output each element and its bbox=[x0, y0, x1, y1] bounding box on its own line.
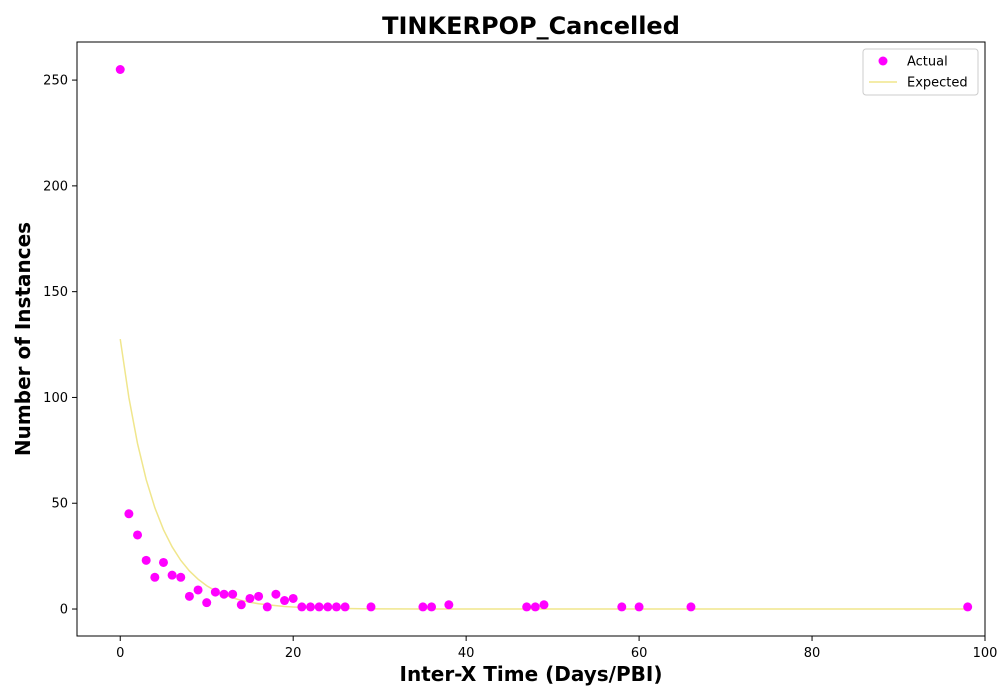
actual-data-point bbox=[193, 585, 203, 595]
actual-data-point bbox=[141, 555, 151, 565]
actual-data-point bbox=[254, 591, 264, 601]
x-tick-label: 80 bbox=[804, 646, 821, 661]
actual-data-point bbox=[150, 572, 160, 582]
x-tick-label: 20 bbox=[285, 646, 302, 661]
actual-data-point bbox=[288, 593, 298, 603]
actual-data-point bbox=[634, 602, 644, 612]
actual-data-point bbox=[530, 602, 540, 612]
x-tick-label: 100 bbox=[973, 646, 998, 661]
actual-data-point bbox=[219, 589, 229, 599]
actual-data-point bbox=[427, 602, 437, 612]
y-axis-label: Number of Instances bbox=[11, 222, 35, 456]
actual-data-point bbox=[522, 602, 532, 612]
y-tick-label: 250 bbox=[43, 74, 68, 89]
y-tick-label: 50 bbox=[51, 497, 68, 512]
actual-data-point bbox=[228, 589, 238, 599]
actual-data-point bbox=[314, 602, 324, 612]
y-axis-ticks: 0 50 100 150 200 250 bbox=[43, 74, 77, 618]
y-tick-label: 0 bbox=[60, 603, 68, 618]
x-axis-label: Inter-X Time (Days/PBI) bbox=[400, 662, 663, 686]
y-tick-label: 100 bbox=[43, 391, 68, 406]
actual-data-point bbox=[133, 530, 143, 540]
chart-title: TINKERPOP_Cancelled bbox=[382, 12, 680, 40]
actual-data-point bbox=[167, 570, 177, 580]
actual-data-point bbox=[297, 602, 307, 612]
legend-box bbox=[862, 48, 979, 96]
y-tick-label: 200 bbox=[43, 179, 68, 194]
legend-label: Actual bbox=[907, 55, 948, 70]
actual-data-point bbox=[686, 602, 696, 612]
actual-data-point bbox=[323, 602, 333, 612]
actual-data-point bbox=[245, 593, 255, 603]
x-tick-label: 0 bbox=[116, 646, 124, 661]
x-axis-ticks: 0 20 40 60 80 100 bbox=[116, 636, 997, 661]
actual-data-point bbox=[340, 602, 350, 612]
actual-data-point bbox=[444, 600, 454, 610]
actual-data-point bbox=[176, 572, 186, 582]
actual-data-point bbox=[366, 602, 376, 612]
x-tick-label: 40 bbox=[458, 646, 475, 661]
legend-label: Expected bbox=[907, 76, 968, 91]
actual-data-point bbox=[418, 602, 428, 612]
actual-data-point bbox=[202, 598, 212, 608]
x-tick-label: 60 bbox=[631, 646, 648, 661]
actual-data-point bbox=[158, 557, 168, 567]
expected-series-line bbox=[119, 338, 968, 610]
actual-data-point bbox=[262, 602, 272, 612]
actual-data-point bbox=[271, 589, 281, 599]
actual-data-point bbox=[331, 602, 341, 612]
actual-data-point bbox=[617, 602, 627, 612]
actual-data-point bbox=[305, 602, 315, 612]
legend: Actual Expected bbox=[862, 48, 979, 96]
actual-data-point bbox=[210, 587, 220, 597]
actual-data-point bbox=[184, 591, 194, 601]
actual-data-point bbox=[124, 509, 134, 519]
series-layer bbox=[115, 65, 973, 612]
actual-data-point bbox=[115, 65, 125, 74]
actual-data-point bbox=[963, 602, 973, 612]
actual-data-point bbox=[539, 600, 549, 610]
legend-marker-actual bbox=[878, 56, 888, 66]
actual-data-point bbox=[280, 596, 290, 606]
actual-data-point bbox=[236, 600, 246, 610]
y-tick-label: 150 bbox=[43, 285, 68, 300]
plot-area bbox=[76, 41, 986, 637]
